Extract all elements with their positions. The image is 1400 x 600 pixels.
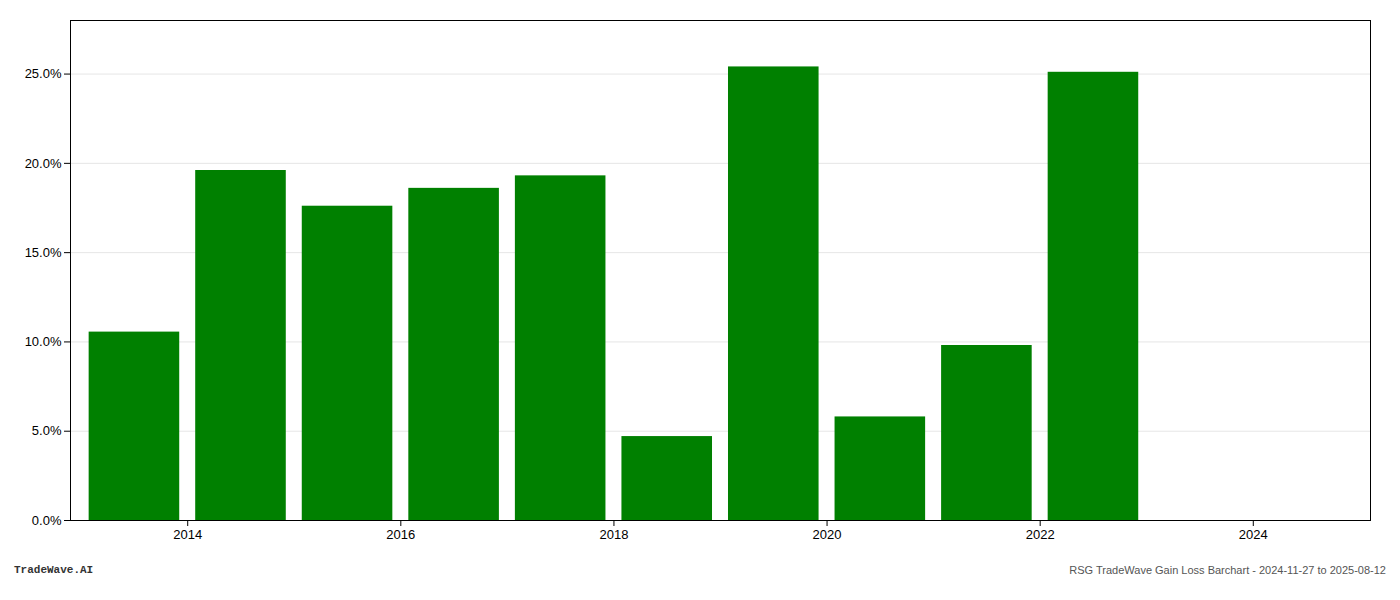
html-text:TradeWave.AI: TradeWave.AI (14, 564, 94, 576)
svg-text:20.0%: 20.0% (25, 156, 62, 171)
svg-text:2016: 2016 (386, 527, 415, 542)
svg-text:2014: 2014 (173, 527, 202, 542)
svg-text:10.0%: 10.0% (25, 334, 62, 349)
svg-text:2022: 2022 (1026, 527, 1055, 542)
svg-text:15.0%: 15.0% (25, 245, 62, 260)
svg-text:2018: 2018 (599, 527, 628, 542)
svg-text:2024: 2024 (1239, 527, 1268, 542)
svg-text:2020: 2020 (813, 527, 842, 542)
svg-text:5.0%: 5.0% (32, 423, 62, 438)
html-text:RSG TradeWave Gain Loss Barcha: RSG TradeWave Gain Loss Barchart - 2024-… (1069, 564, 1386, 576)
svg-text:25.0%: 25.0% (25, 66, 62, 81)
svg-text:0.0%: 0.0% (32, 513, 62, 528)
